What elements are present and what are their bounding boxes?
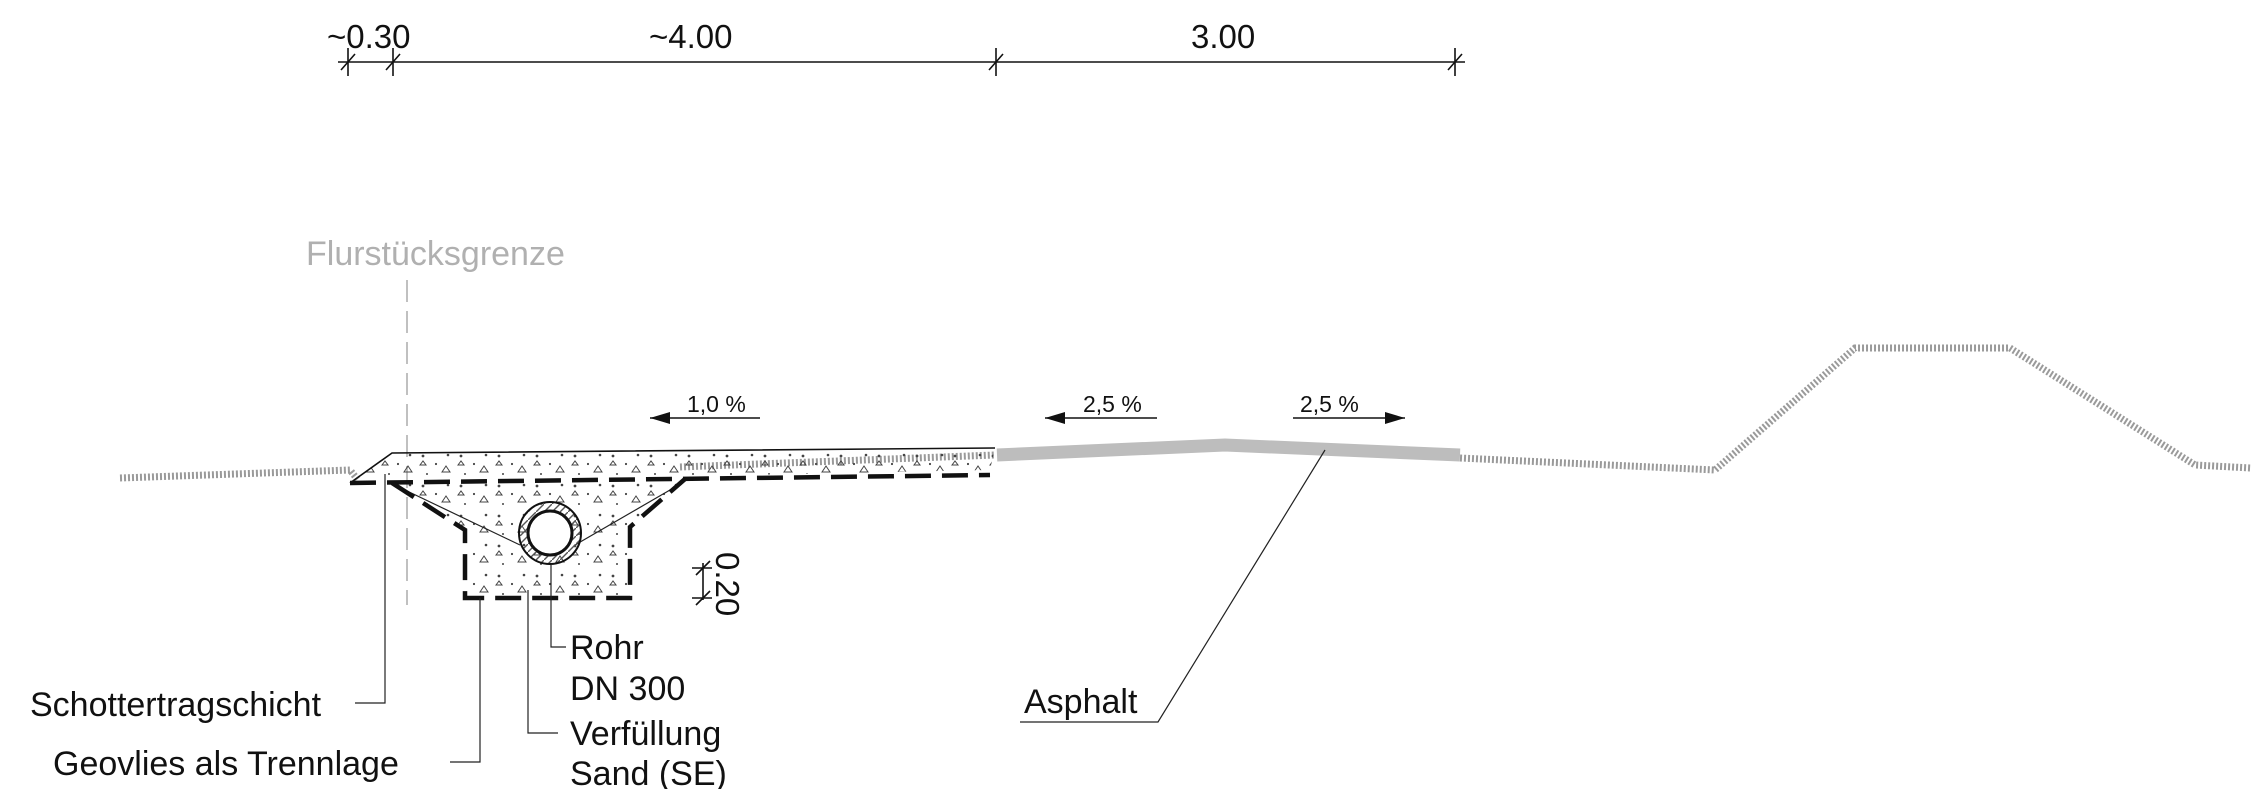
leader-asphalt (1020, 449, 1326, 723)
backfill-label-line2: Sand (SE) (570, 755, 727, 789)
slope-arrow-right (1293, 412, 1405, 424)
depth-dimension: 0.20 (692, 552, 746, 616)
base-course-layer (350, 448, 995, 483)
slope-arrow-mid (1045, 412, 1157, 424)
property-line-label: Flurstücksgrenze (306, 235, 565, 273)
dimension-label-trench: ~4.00 (649, 18, 733, 55)
leader-backfill (527, 590, 558, 734)
dimension-tick (1447, 48, 1463, 76)
dimension-tick (988, 48, 1004, 76)
geotextile-trench (390, 477, 687, 601)
depth-dimension-label: 0.20 (709, 552, 746, 616)
base-course-outline (349, 447, 996, 484)
dimension-tick (340, 48, 356, 76)
slope-label-left: 1,0 % (687, 391, 746, 417)
asphalt-label: Asphalt (1024, 683, 1138, 721)
slope-label-mid: 2,5 % (1083, 391, 1142, 417)
dimension-chain: ~0.30 ~4.00 3.00 (327, 18, 1465, 76)
base-course-label: Schottertragschicht (30, 686, 322, 724)
leader-geotextile (450, 598, 481, 763)
slope-label-right: 2,5 % (1300, 391, 1359, 417)
pipe-label-line2: DN 300 (570, 670, 685, 708)
pipe-label-line1: Rohr (570, 629, 644, 667)
slope-arrow-left (650, 412, 760, 424)
backfill-wedge-line (574, 489, 671, 546)
leader-pipe (550, 565, 566, 648)
asphalt-surface (996, 438, 1461, 462)
leader-base-course (355, 474, 386, 704)
geotextile-top (349, 472, 991, 486)
backfill-label-line1: Verfüllung (570, 715, 721, 753)
dimension-label-road: 3.00 (1191, 18, 1255, 55)
pipe-dn300 (518, 501, 582, 565)
dimension-label-shoulder: ~0.30 (327, 18, 411, 55)
dimension-tick (385, 48, 401, 76)
backfill-wedge-line (404, 489, 521, 546)
geotextile-label: Geovlies als Trennlage (53, 745, 399, 783)
